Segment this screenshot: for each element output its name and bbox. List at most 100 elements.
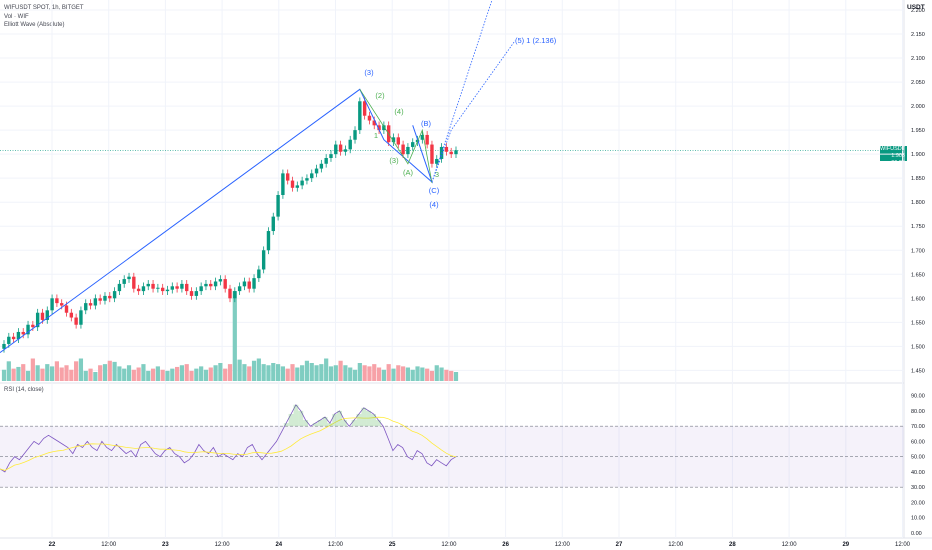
symbol-line[interactable]: WIFUSDT SPOT, 1h, BITGET: [4, 5, 84, 11]
volume-bar: [300, 365, 305, 381]
candle-body: [16, 331, 21, 340]
volume-bar: [271, 363, 276, 381]
price-tick-label: 1.450: [911, 368, 925, 374]
volume-bar: [242, 364, 247, 381]
candle-body: [300, 180, 304, 186]
candle-body: [233, 291, 237, 299]
price-tick-label: 1.500: [911, 344, 925, 350]
time-tick-label: 26: [502, 542, 509, 548]
volume-bar: [184, 364, 189, 381]
wave-label-4: (4): [429, 200, 439, 209]
volume-bar: [275, 364, 281, 381]
price-tick-label: 1.650: [911, 272, 925, 278]
wave-label-b: (B): [421, 119, 432, 128]
volume-bar: [141, 364, 146, 381]
volume-bar: [21, 364, 26, 381]
candle-body: [112, 291, 117, 299]
candle-body: [271, 216, 275, 232]
time-tick-label: 25: [389, 542, 396, 548]
candle-body: [391, 137, 396, 143]
candle-body: [338, 144, 343, 152]
candle-body: [430, 144, 434, 164]
candle-body: [40, 312, 45, 320]
candle-body: [141, 286, 146, 292]
indicator-line[interactable]: Elliott Wave (Absolute): [4, 22, 65, 28]
rsi-legend[interactable]: RSI (14, close): [4, 387, 44, 393]
candle-body: [406, 146, 410, 155]
candle-body: [329, 154, 333, 158]
volume-bar: [223, 368, 228, 381]
candle-body: [252, 278, 256, 289]
volume-bar: [179, 365, 185, 381]
volume-bar: [1, 369, 7, 381]
time-tick-label: 12:00: [101, 542, 117, 548]
candle-body: [242, 281, 247, 287]
price-tick-label: 2.100: [911, 56, 925, 62]
volume-bar: [83, 370, 88, 381]
time-tick-label: 12:00: [895, 542, 911, 548]
time-tick-label: 29: [842, 542, 849, 548]
volume-bar: [189, 370, 194, 381]
candle-body: [93, 298, 98, 306]
volume-bar: [54, 361, 59, 381]
wave-label-3-minor-b: 3: [435, 170, 439, 179]
candle-body: [401, 144, 405, 155]
time-tick-label: 22: [49, 542, 56, 548]
volume-bar: [328, 366, 334, 381]
time-tick-label: 12:00: [782, 542, 798, 548]
volume-line[interactable]: Vol · WIF: [4, 13, 29, 20]
wave-minor-line: [359, 89, 433, 184]
volume-bar: [261, 364, 266, 381]
rsi-tick-label: 20.00: [911, 500, 925, 506]
candle-body: [194, 291, 199, 296]
volume-bar: [348, 367, 353, 381]
wave-projection: [431, 40, 516, 183]
volume-bar: [256, 358, 261, 381]
countdown: 06:23: [891, 160, 905, 166]
volume-bar: [319, 364, 324, 381]
rsi-tick-label: 90.00: [911, 394, 925, 400]
volume-bar: [69, 369, 74, 381]
rsi-tick-label: 60.00: [911, 439, 925, 445]
candle-body: [218, 279, 223, 282]
volume-bar: [146, 370, 151, 381]
volume-bar: [449, 370, 454, 381]
volume-bar: [439, 367, 444, 381]
candle-body: [266, 231, 271, 251]
volume-bar: [208, 367, 213, 381]
time-tick-label: 12:00: [555, 542, 571, 548]
volume-bar: [251, 360, 257, 381]
candle-body: [310, 173, 314, 179]
volume-bar: [343, 365, 348, 381]
rsi-panel: [0, 404, 904, 488]
volume-bars: [1, 291, 459, 381]
volume-bar: [93, 372, 98, 381]
wave-label-2-minor: (2): [375, 91, 385, 100]
price-tick-label: 1.950: [911, 128, 925, 134]
volume-bar: [112, 361, 117, 381]
volume-bar: [391, 368, 396, 381]
rsi-tick-label: 50.00: [911, 455, 925, 461]
volume-bar: [425, 368, 430, 381]
volume-bar: [6, 361, 11, 381]
candle-body: [276, 195, 280, 217]
rsi-tick-label: 70.00: [911, 424, 925, 430]
volume-bar: [309, 363, 314, 381]
candle-body: [199, 286, 203, 292]
candle-body: [358, 101, 362, 131]
last-price-value: 1.908: [891, 153, 905, 159]
candle-body: [444, 146, 449, 152]
price-tick-label: 1.550: [911, 320, 925, 326]
candle-body: [156, 287, 160, 289]
volume-bar: [74, 361, 79, 381]
candle-body: [319, 163, 324, 169]
rsi-tick-label: 40.00: [911, 470, 925, 476]
candle-body: [305, 178, 309, 181]
candle-body: [84, 303, 88, 311]
time-tick-label: 28: [729, 542, 736, 548]
rsi-tick-label: 30.00: [911, 485, 925, 491]
candle-body: [122, 279, 126, 284]
volume-bar: [102, 364, 108, 381]
volume-bar: [199, 366, 204, 381]
